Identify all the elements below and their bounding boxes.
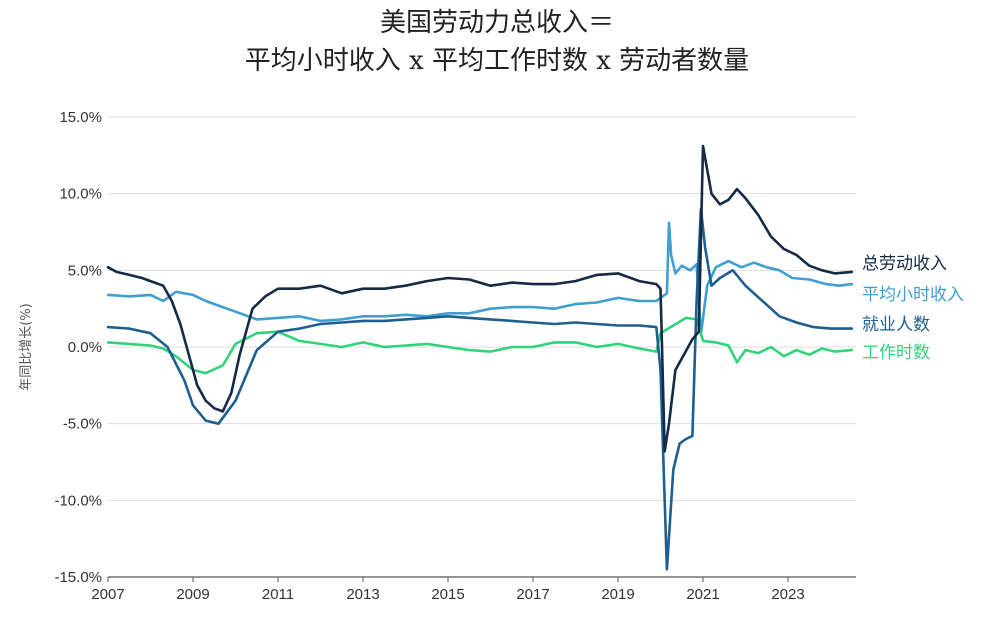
line-chart: 15.0% 10.0% 5.0% 0.0% -5.0% -10.0% -15.0% 2007… xyxy=(0,0,994,624)
y-axis-ticks: 15.0% 10.0% 5.0% 0.0% -5.0% -10.0% -15.0% xyxy=(54,109,102,586)
legend-label: 总劳动收入 xyxy=(862,254,947,274)
x-tick-label: 2023 xyxy=(771,586,804,603)
x-tick-label: 2013 xyxy=(346,586,379,603)
series-line xyxy=(108,146,852,451)
series-line xyxy=(108,209,852,569)
series-lines xyxy=(108,146,852,569)
y-tick-label: 5.0% xyxy=(68,262,102,279)
x-tick-label: 2011 xyxy=(262,586,294,603)
x-tick-label: 2017 xyxy=(516,586,549,603)
x-tick-label: 2007 xyxy=(91,586,124,603)
legend-label: 平均小时收入 xyxy=(862,285,964,305)
x-axis-ticks: 2007 2009 2011 2013 2015 2017 2019 2021 2023 xyxy=(91,577,804,603)
y-tick-label: 15.0% xyxy=(59,109,102,126)
y-tick-label: 0.0% xyxy=(68,339,102,356)
y-tick-label: -5.0% xyxy=(63,416,102,433)
y-axis-label: 年同比增长(%) xyxy=(19,303,34,391)
series-line xyxy=(108,318,852,373)
x-tick-label: 2019 xyxy=(601,586,634,603)
legend-label: 工作时数 xyxy=(862,343,930,363)
x-tick-label: 2015 xyxy=(431,586,464,603)
x-tick-label: 2009 xyxy=(176,586,209,603)
x-tick-label: 2021 xyxy=(686,586,719,603)
y-tick-label: -10.0% xyxy=(54,492,102,509)
y-tick-label: 10.0% xyxy=(59,186,102,203)
legend-label: 就业人数 xyxy=(862,315,930,335)
gridlines xyxy=(108,117,856,500)
y-tick-label: -15.0% xyxy=(54,569,102,586)
